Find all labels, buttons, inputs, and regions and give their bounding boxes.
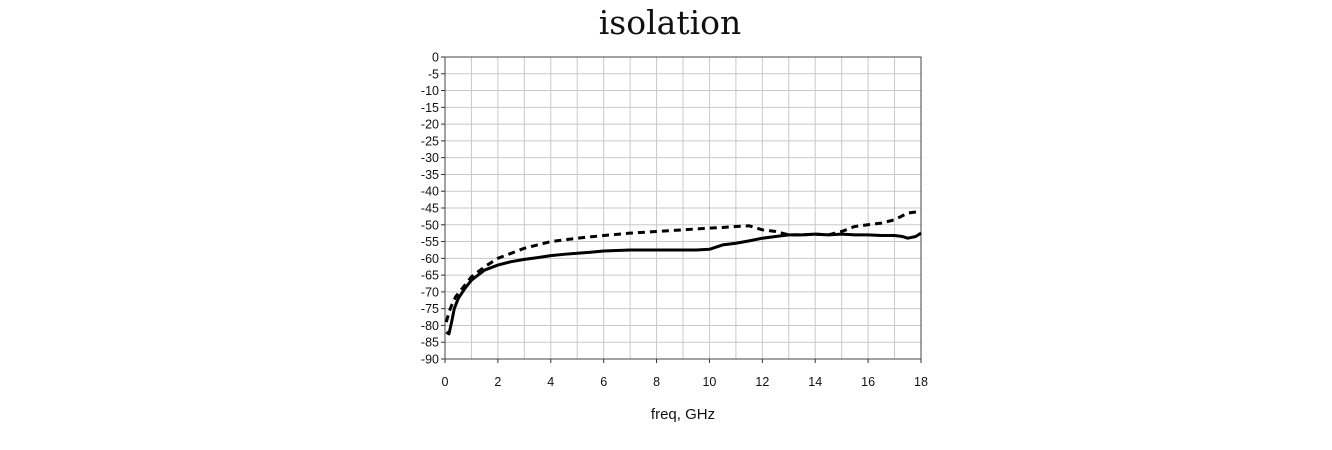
y-tick-label: -60 [421, 252, 439, 266]
y-tick-label: -25 [421, 134, 439, 148]
series-line-dashed [444, 209, 922, 323]
series-lines [444, 209, 922, 336]
x-tick-label: 14 [808, 375, 822, 389]
y-tick-label: -80 [421, 319, 439, 333]
y-tick-label: -85 [421, 336, 439, 350]
y-tick-label: -55 [421, 235, 439, 249]
y-tick-label: -90 [421, 353, 439, 367]
x-tick-label: 8 [653, 375, 660, 389]
y-tick-label: -75 [421, 302, 439, 316]
y-axis-ticks: 0 -5 -10 -15 -20 -25 -30 -35 -40 -45 -50 -55 -60 -65 -… [421, 51, 445, 367]
y-tick-label: -45 [421, 202, 439, 216]
y-tick-label: -20 [421, 118, 439, 132]
grid-lines [445, 57, 921, 359]
y-tick-label: -15 [421, 101, 439, 115]
x-tick-label: 0 [442, 375, 449, 389]
y-tick-label: -10 [421, 84, 439, 98]
x-tick-label: 6 [600, 375, 607, 389]
y-tick-label: -65 [421, 269, 439, 283]
x-tick-label: 10 [702, 375, 716, 389]
y-tick-label: -50 [421, 218, 439, 232]
x-tick-label: 16 [861, 375, 875, 389]
x-tick-label: 18 [914, 375, 928, 389]
y-tick-label: -35 [421, 168, 439, 182]
x-axis-label: freq, GHz [651, 406, 715, 423]
y-tick-label: -70 [421, 285, 439, 299]
y-tick-label: -30 [421, 151, 439, 165]
y-tick-label: 0 [432, 51, 439, 65]
x-axis-ticks: 0 2 4 6 8 10 12 14 16 18 [442, 359, 928, 389]
chart-title: isolation [598, 3, 742, 42]
x-tick-label: 2 [494, 375, 501, 389]
x-tick-label: 4 [547, 375, 554, 389]
x-tick-label: 12 [755, 375, 769, 389]
series-line-solid [445, 231, 922, 336]
y-tick-label: -40 [421, 185, 439, 199]
y-tick-label: -5 [428, 67, 439, 81]
